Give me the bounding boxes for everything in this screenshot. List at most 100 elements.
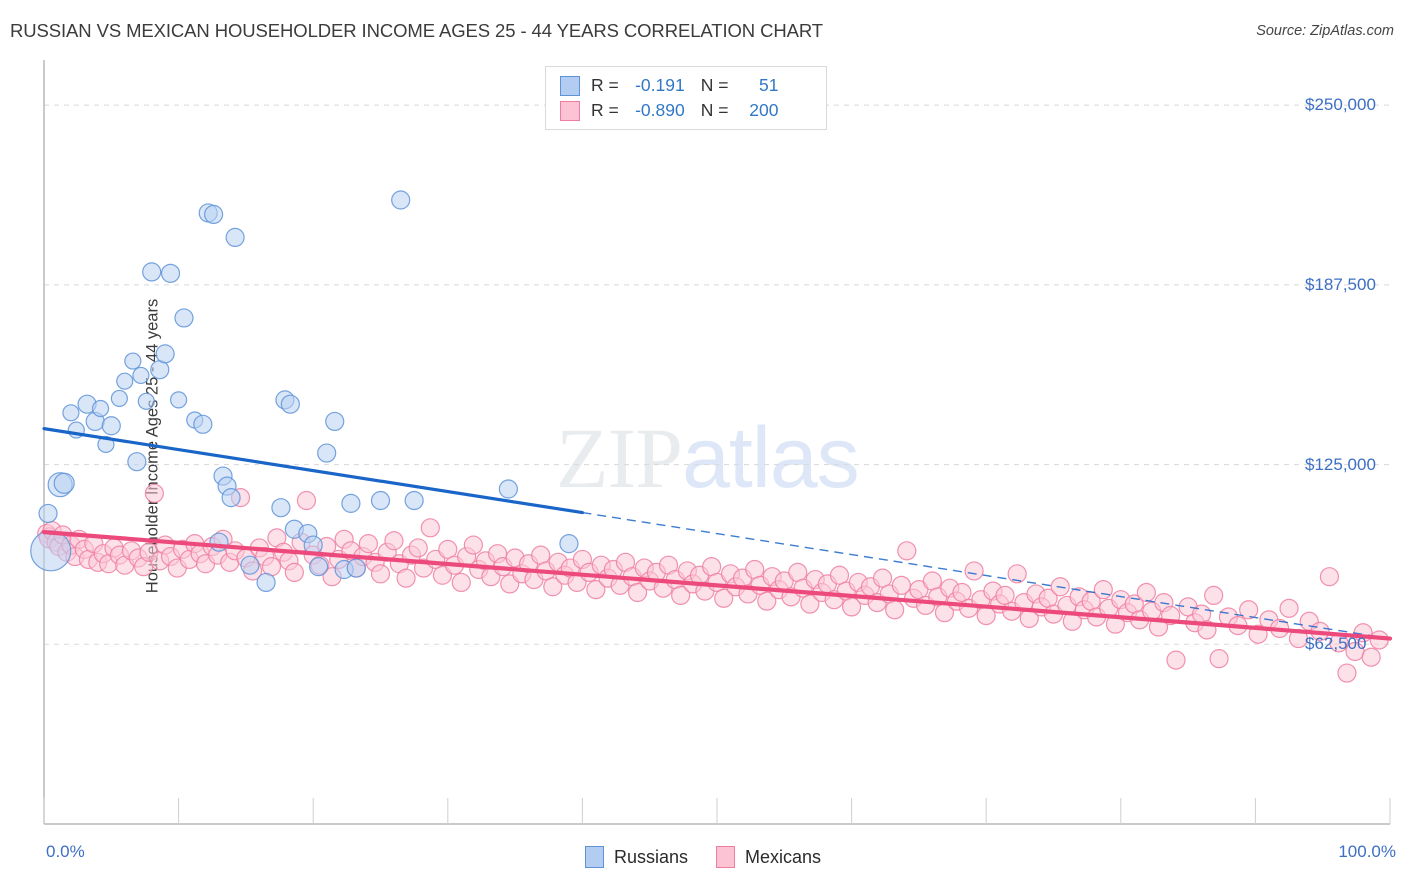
data-point [1204, 585, 1224, 606]
data-point [137, 392, 155, 410]
data-point [800, 594, 820, 614]
n-value-mexicans: 200 [749, 100, 779, 120]
data-point [296, 490, 317, 511]
data-point [160, 263, 181, 283]
data-point [62, 404, 80, 422]
data-point [30, 530, 72, 572]
trendline-russians [42, 427, 585, 515]
data-point [325, 411, 345, 432]
data-point [1239, 600, 1259, 620]
data-point [193, 414, 213, 434]
data-point [308, 557, 329, 577]
r-label-russians: R = [591, 75, 619, 95]
data-point [240, 555, 260, 575]
data-point [1319, 567, 1340, 587]
scatter-series-russians [30, 190, 579, 593]
n-value-russians: 51 [759, 75, 779, 95]
data-point [280, 394, 300, 414]
data-point [559, 534, 579, 554]
stats-row-russians: R = -0.191 N = 51 [560, 73, 816, 98]
data-point [204, 204, 224, 224]
data-point [408, 538, 428, 558]
data-point [346, 558, 366, 578]
data-point [317, 443, 337, 463]
data-point [174, 308, 194, 328]
y-tick-label-62500: $62,500 [1305, 634, 1367, 654]
data-point [53, 472, 75, 494]
data-point [586, 580, 606, 600]
data-point [714, 588, 734, 608]
stats-row-mexicans: R = -0.890 N = 200 [560, 98, 816, 123]
data-point [341, 493, 361, 513]
n-label-mexicans: N = [700, 100, 729, 120]
trendline-russians-extension [582, 511, 1391, 640]
legend-swatch-mexicans-icon [716, 846, 735, 868]
data-point [885, 600, 905, 620]
data-point [543, 577, 563, 597]
data-point [1279, 598, 1299, 618]
y-tick-label-187500: $187,500 [1305, 274, 1376, 294]
data-point [256, 572, 276, 593]
r-value-russians: -0.191 [635, 75, 685, 95]
data-point [370, 490, 391, 511]
data-point [132, 366, 150, 385]
data-point [420, 518, 440, 538]
data-point [404, 490, 424, 511]
data-point [91, 399, 110, 418]
data-point [142, 262, 162, 282]
data-point [384, 531, 404, 551]
data-point [1166, 650, 1186, 670]
data-point [396, 568, 416, 588]
data-point [1007, 564, 1027, 584]
data-point [1093, 580, 1113, 600]
x-tick-label-max: 100.0% [1338, 842, 1396, 861]
data-point [671, 585, 691, 606]
data-point [964, 561, 984, 581]
data-point [498, 479, 518, 499]
y-tick-label-125000: $125,000 [1305, 454, 1376, 474]
source-attribution: Source: ZipAtlas.com [1256, 23, 1394, 39]
data-point [170, 391, 188, 409]
legend-swatch-russians-icon [584, 846, 604, 868]
data-point [358, 534, 378, 554]
data-point [155, 344, 175, 364]
data-point [757, 591, 777, 611]
data-point [116, 372, 134, 390]
data-point [897, 541, 917, 561]
data-point [127, 452, 147, 472]
correlation-stats-legend: R = -0.191 N = 51 R = -0.890 N = 200 [545, 66, 827, 130]
series-legend: Russians Mexicans [0, 846, 1406, 868]
data-point [1209, 649, 1229, 669]
data-point [124, 352, 142, 370]
data-point [271, 498, 291, 518]
data-point [1136, 582, 1156, 603]
data-point [627, 582, 648, 603]
data-point [221, 488, 241, 508]
data-point [1361, 647, 1381, 667]
data-point [38, 503, 58, 524]
swatch-mexicans-icon [560, 100, 580, 121]
data-point [144, 483, 164, 503]
data-point [370, 564, 391, 584]
data-point [1337, 663, 1357, 683]
data-point [110, 389, 128, 408]
swatch-russians-icon [560, 75, 580, 96]
y-tick-label-250000: $250,000 [1305, 95, 1376, 115]
x-tick-label-min: 0.0% [46, 842, 85, 861]
n-label-russians: N = [700, 75, 729, 95]
data-point [463, 535, 483, 555]
legend-label-mexicans: Mexicans [745, 846, 822, 867]
data-point [284, 562, 304, 583]
legend-item-mexicans[interactable]: Mexicans [716, 846, 821, 868]
legend-item-russians[interactable]: Russians [584, 846, 688, 868]
data-point [101, 416, 121, 436]
trendline-mexicans [41, 530, 1393, 641]
data-point [225, 227, 245, 247]
r-value-mexicans: -0.890 [635, 100, 685, 120]
data-point [451, 572, 471, 593]
r-label-mexicans: R = [591, 100, 619, 120]
page-title: RUSSIAN VS MEXICAN HOUSEHOLDER INCOME AG… [10, 20, 823, 41]
legend-label-russians: Russians [613, 846, 688, 867]
